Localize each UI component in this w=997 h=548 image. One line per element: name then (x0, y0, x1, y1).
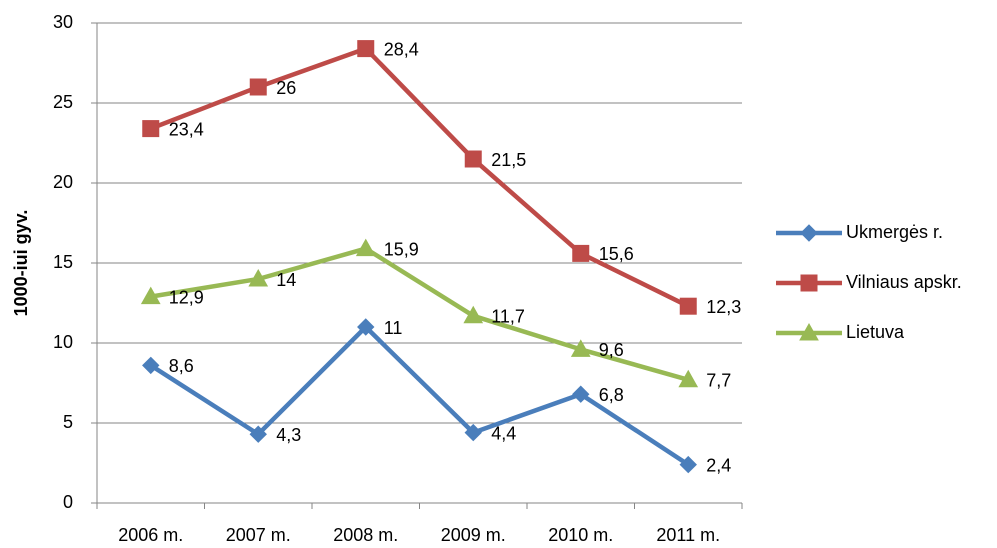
data-point (249, 425, 267, 443)
data-label: 9,6 (599, 340, 624, 360)
data-point (679, 297, 697, 315)
data-point (142, 120, 160, 138)
y-tick-label: 10 (53, 332, 73, 352)
x-tick-label: 2009 m. (441, 525, 506, 545)
legend-marker (800, 274, 818, 292)
data-label: 12,3 (706, 297, 741, 317)
data-point (140, 286, 161, 305)
data-label: 15,9 (384, 239, 419, 259)
x-tick-label: 2008 m. (333, 525, 398, 545)
legend-label: Ukmergės r. (846, 222, 943, 242)
data-label: 4,4 (491, 423, 516, 443)
data-point (464, 423, 482, 442)
data-label: 4,3 (276, 425, 301, 445)
data-point (357, 318, 375, 336)
x-tick-label: 2007 m. (226, 525, 291, 545)
legend-label: Lietuva (846, 322, 905, 342)
data-point (570, 339, 591, 357)
data-label: 21,5 (491, 150, 526, 170)
data-label: 26 (276, 78, 296, 98)
data-point (679, 455, 697, 474)
data-point (249, 78, 267, 96)
x-tick-label: 2011 m. (656, 525, 720, 545)
series-line (149, 324, 690, 467)
data-label: 6,8 (599, 385, 624, 405)
y-tick-label: 15 (53, 252, 73, 272)
data-label: 7,7 (706, 371, 731, 391)
y-axis-label: 1000-iui gyv. (11, 210, 31, 317)
y-tick-label: 0 (63, 492, 73, 512)
data-label: 28,4 (384, 39, 419, 59)
y-tick-label: 20 (53, 172, 73, 192)
data-label: 15,6 (599, 244, 634, 264)
data-point (142, 356, 160, 375)
y-tick-label: 30 (53, 12, 73, 32)
data-point (463, 305, 484, 324)
data-point (248, 268, 269, 287)
data-label: 8,6 (169, 356, 194, 376)
legend-marker (799, 322, 819, 341)
legend-label: Vilniaus apskr. (846, 272, 962, 292)
x-tick-label: 2006 m. (118, 525, 183, 545)
series-line (150, 246, 689, 382)
y-tick-label: 5 (63, 412, 73, 432)
data-label: 14 (276, 270, 296, 290)
data-point (572, 385, 590, 403)
data-label: 11 (384, 318, 403, 338)
data-point (464, 150, 482, 168)
data-label: 11,7 (491, 307, 525, 327)
data-point (357, 40, 375, 58)
data-label: 2,4 (706, 455, 731, 475)
data-point (355, 238, 376, 257)
legend-marker (800, 224, 818, 242)
series-line (149, 46, 690, 309)
y-tick-label: 25 (53, 92, 73, 112)
data-label: 23,4 (169, 119, 204, 139)
x-tick-label: 2010 m. (548, 525, 613, 545)
data-label: 12,9 (169, 287, 204, 307)
data-point (678, 369, 699, 388)
data-point (572, 244, 590, 262)
